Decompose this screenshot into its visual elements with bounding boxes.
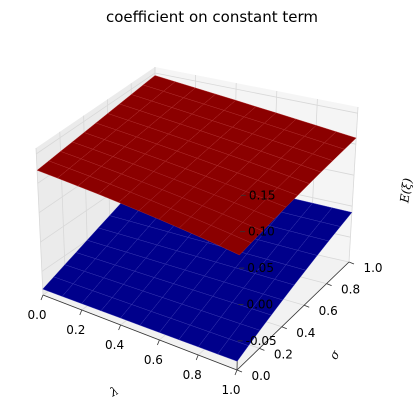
- tick-mark: [234, 369, 238, 376]
- tick-mark: [259, 348, 265, 351]
- grid-line: [35, 147, 44, 296]
- tick-mark: [236, 369, 243, 373]
- surface-0: [36, 75, 357, 256]
- grid-line: [348, 106, 359, 263]
- grid-line: [154, 72, 358, 114]
- z-tick-label: 0.05: [247, 261, 274, 275]
- tick-mark: [348, 261, 355, 265]
- y-tick-label: 0.4: [296, 326, 315, 340]
- y-tick-label: 0.6: [319, 304, 338, 318]
- y-axis-line: [236, 261, 350, 371]
- tick-mark: [157, 339, 160, 346]
- x-axis-line: [42, 294, 238, 371]
- z-axis-label: E(ξ): [397, 177, 414, 205]
- tick-mark: [281, 326, 287, 330]
- grid-line: [36, 72, 156, 155]
- x-tick-label: 0.6: [144, 353, 163, 367]
- y-tick-label: 0.2: [274, 347, 293, 361]
- y-tick-label: 0.8: [341, 283, 360, 297]
- chart-title: coefficient on constant term: [106, 8, 318, 26]
- surface-patch: [219, 233, 252, 256]
- x-tick-label: 1.0: [221, 383, 240, 397]
- x-tick-label: 0.2: [66, 323, 85, 337]
- y-tick-label: 0.0: [251, 369, 270, 383]
- y-tick-label: 1.0: [363, 261, 382, 275]
- z-tick-label: 0.00: [246, 297, 273, 311]
- x-tick-label: 0.0: [27, 308, 46, 322]
- tick-mark: [79, 309, 83, 316]
- tick-mark: [326, 283, 332, 286]
- tick-mark: [118, 324, 121, 331]
- surface-patch: [217, 338, 249, 362]
- tick-mark: [195, 354, 199, 361]
- x-tick-label: 0.4: [105, 338, 124, 352]
- tick-mark: [40, 294, 44, 301]
- y-axis-label: σ: [326, 347, 343, 362]
- x-axis-label: λ: [107, 384, 121, 400]
- z-tick-label: -0.05: [246, 334, 277, 348]
- axis-ticks: 0.00.20.40.60.81.00.00.20.40.60.81.0-0.0…: [27, 188, 382, 397]
- z-tick-label: 0.10: [248, 225, 275, 239]
- z-tick-label: 0.15: [249, 188, 276, 202]
- x-tick-label: 0.8: [183, 368, 202, 382]
- surfaces: [36, 75, 357, 362]
- tick-mark: [304, 304, 310, 308]
